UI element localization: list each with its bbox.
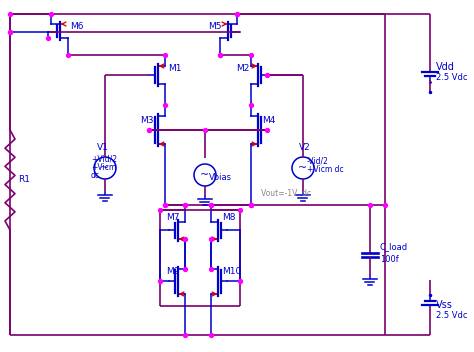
Text: ~: ~ (100, 163, 109, 173)
Text: dc: dc (91, 170, 100, 180)
Text: +Vicm: +Vicm (91, 163, 116, 171)
Text: M2: M2 (236, 64, 249, 73)
Text: Vss: Vss (436, 300, 453, 310)
Text: M8: M8 (222, 214, 236, 222)
Text: M10: M10 (222, 267, 241, 276)
Text: C_load: C_load (380, 243, 408, 251)
Text: M3: M3 (140, 116, 154, 125)
Text: ~: ~ (201, 170, 210, 180)
Text: +Vid/2: +Vid/2 (91, 155, 117, 163)
Text: R1: R1 (18, 176, 30, 184)
Text: M1: M1 (168, 64, 182, 73)
Text: V1: V1 (97, 143, 109, 151)
Text: Vbias: Vbias (209, 172, 232, 182)
Text: M4: M4 (262, 116, 275, 125)
Text: Vdd: Vdd (436, 62, 455, 72)
Text: +Vicm dc: +Vicm dc (307, 165, 344, 175)
Text: 2.5 Vdc: 2.5 Vdc (436, 74, 467, 82)
Text: M7: M7 (166, 214, 180, 222)
Text: 100f: 100f (380, 254, 399, 264)
Text: 2.5 Vdc: 2.5 Vdc (436, 312, 467, 321)
Text: ~: ~ (298, 163, 308, 173)
Text: -Vid/2: -Vid/2 (307, 157, 329, 165)
Text: M6: M6 (70, 22, 83, 31)
Text: V2: V2 (299, 143, 311, 151)
Text: M5: M5 (208, 22, 221, 31)
Text: M9: M9 (166, 267, 180, 276)
Text: Vout=-1V  dc: Vout=-1V dc (261, 189, 311, 197)
